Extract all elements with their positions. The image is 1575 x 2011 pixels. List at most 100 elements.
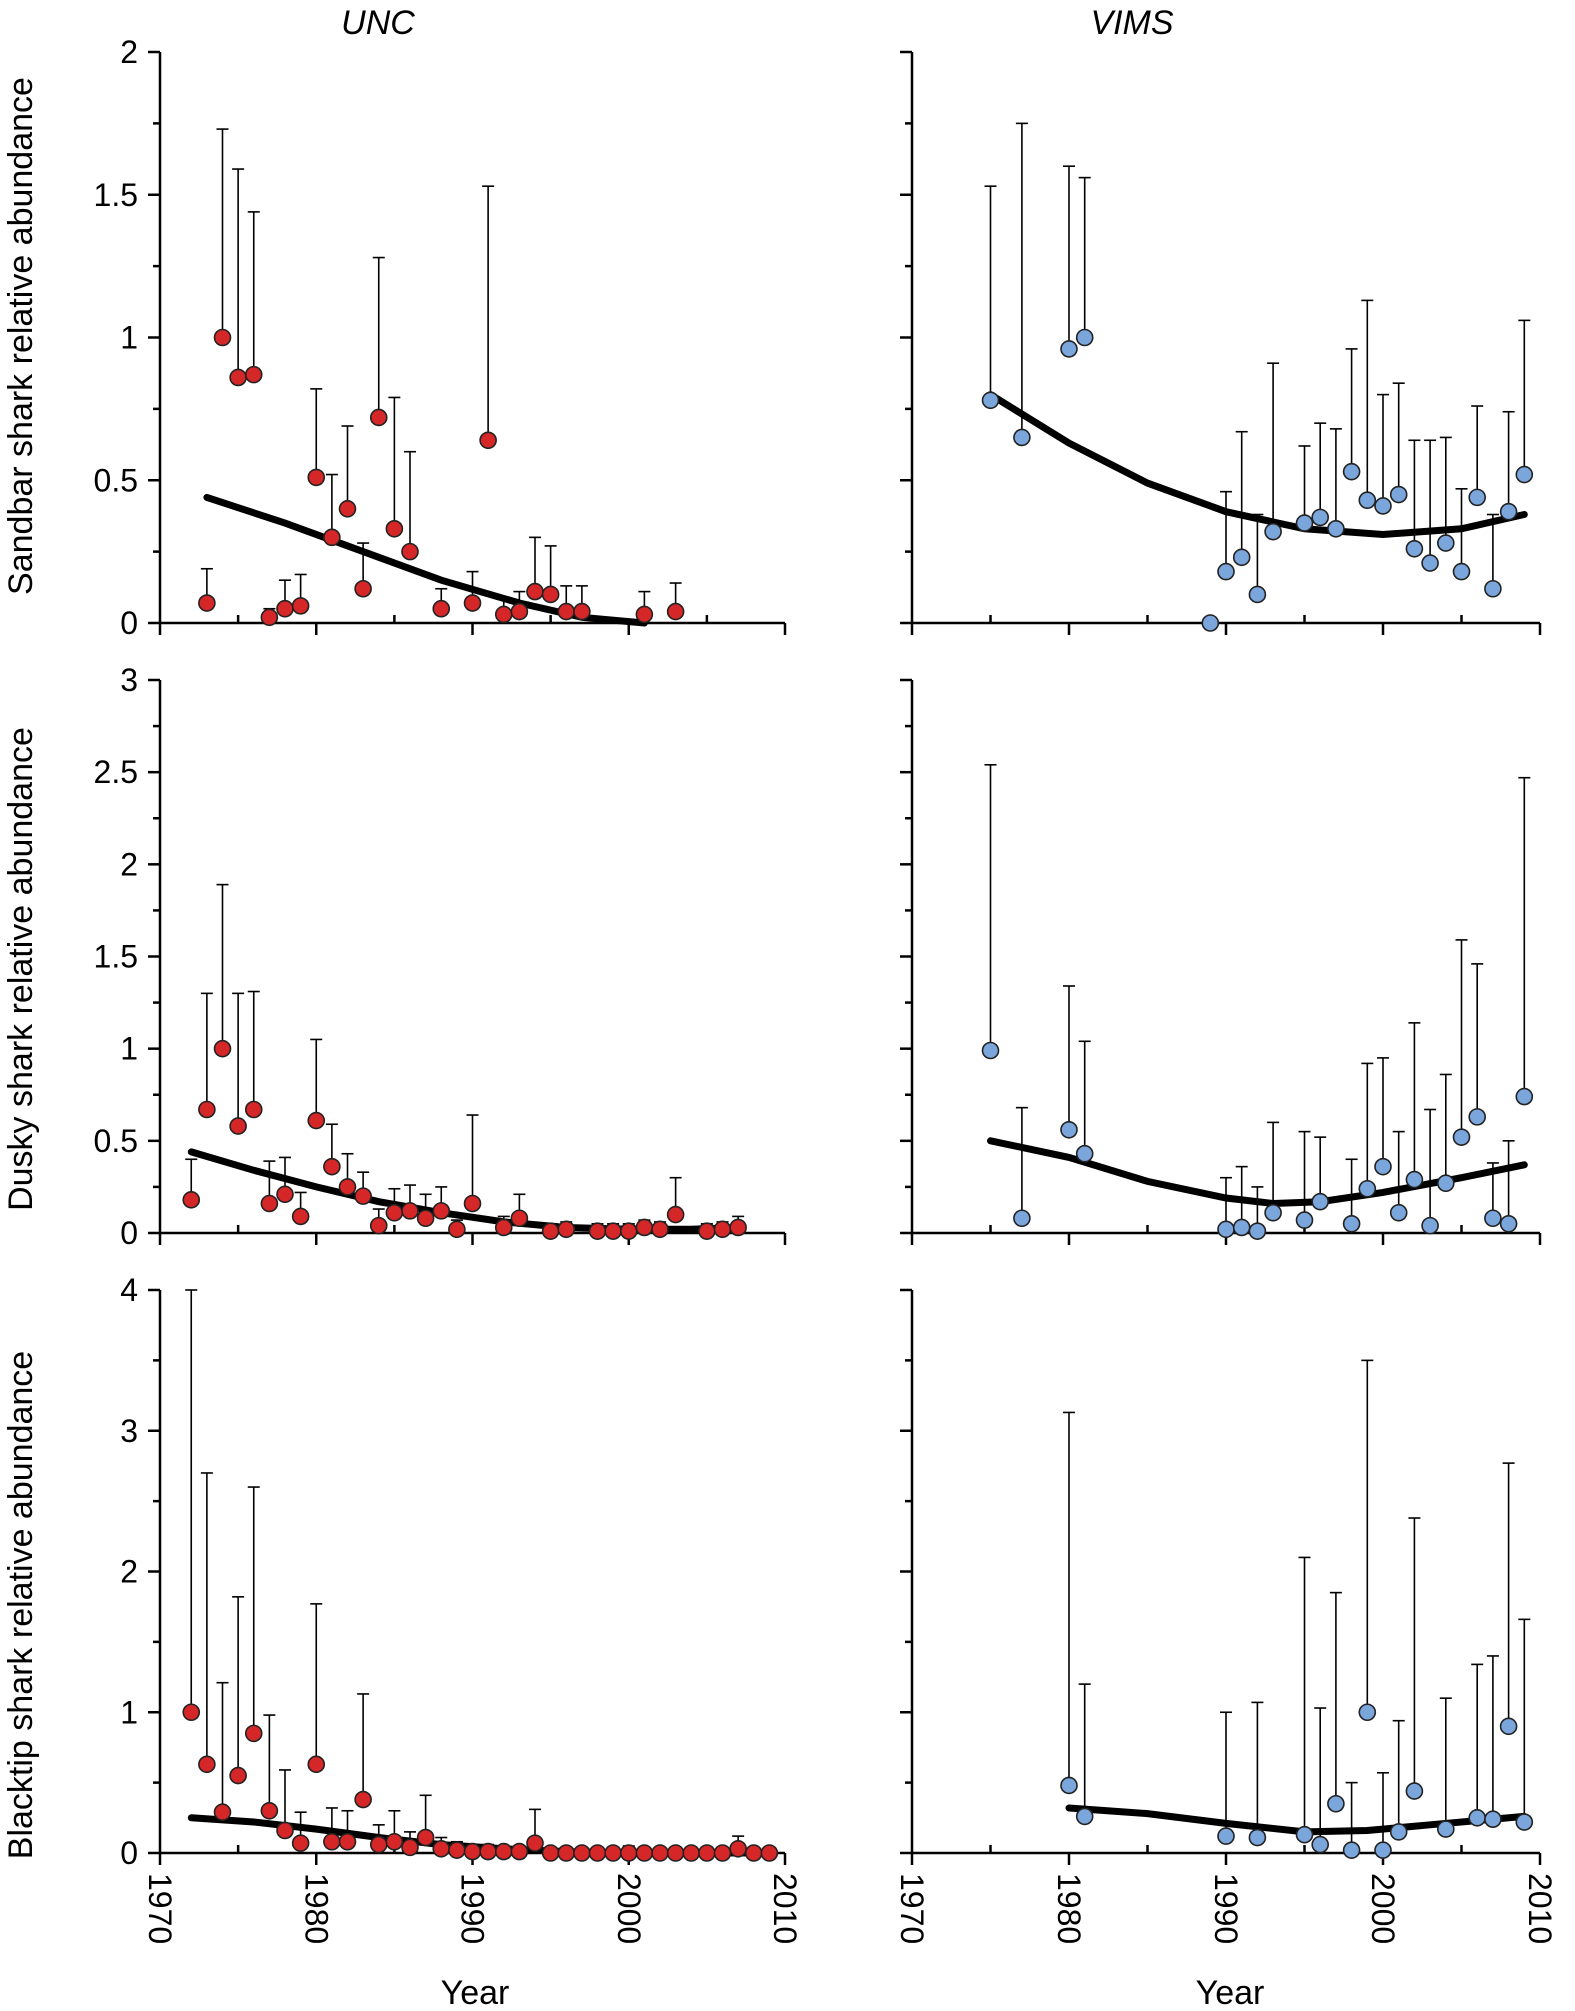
data-point [401,1838,419,1857]
x-tick-label: 1990 [455,1873,491,1944]
data-point [635,605,654,624]
data-point [385,519,404,538]
y-tick-label: 2 [120,846,138,882]
trend-line [1065,1804,1528,1836]
data-point [354,579,372,598]
data-point [651,1220,669,1239]
data-point [244,1100,263,1119]
data-point [713,1220,732,1239]
data-point [510,1209,529,1228]
data-point [1515,1087,1534,1106]
x-tick-label: 1970 [142,1873,178,1944]
data-point [494,1842,513,1861]
data-point [573,602,591,621]
data-point [244,1724,263,1743]
data-point [198,1100,216,1119]
data-point [338,499,357,518]
data-point [463,1194,482,1213]
data-point [213,1803,232,1821]
data-point [479,1842,497,1861]
data-point [1327,519,1345,538]
data-point [1358,1179,1377,1198]
xlabel-vims: Year [1196,1974,1265,2011]
data-point [1248,1222,1267,1240]
y-tick-label: 0.5 [94,462,138,498]
x-tick-label: 2000 [611,1873,647,1944]
panel-blacktip-vims: 1970 1980 1990 2000 2010 [894,1288,1558,1944]
x-tick-label: 2010 [1522,1873,1558,1944]
data-point [1342,462,1361,481]
data-point [448,1841,466,1859]
data-point [1358,1703,1377,1722]
data-point [369,408,388,427]
data-point [588,1844,607,1862]
data-point [432,1202,451,1220]
data-point [1389,1203,1408,1222]
data-point [323,1157,341,1176]
data-point [1421,554,1439,572]
data-point [260,608,279,627]
trend-line [187,1148,742,1233]
data-point [1374,497,1392,515]
y-tick-label: 3 [120,1413,138,1449]
data-point [666,1844,685,1862]
y-tick-label: 0.5 [94,1123,138,1159]
data-point [760,1844,779,1862]
data-point [1013,1209,1031,1228]
data-point [1311,1192,1329,1211]
trend-line [987,1137,1528,1208]
data-point [1327,1794,1345,1813]
data-point [557,1844,576,1862]
panel-dusky-vims [900,678,1542,1245]
data-point [1405,1170,1424,1189]
data-point [432,1839,451,1858]
data-point [229,368,247,387]
data-point [1217,1827,1235,1845]
data-point [1515,465,1534,484]
y-tick-label: 1 [120,1031,138,1067]
data-point [541,1844,560,1862]
data-point [385,1203,404,1222]
data-point [1405,539,1424,558]
data-point [1437,534,1455,552]
data-point [1405,1782,1424,1800]
column-title-vims: VIMS [1090,4,1173,42]
data-point [494,605,513,624]
data-point [651,1844,669,1862]
ylabel-blacktip: Blacktip shark relative abundance [2,1351,40,1859]
data-point [182,1191,201,1209]
data-point [698,1222,716,1240]
data-point [323,528,341,547]
data-point [1060,340,1078,358]
data-point [981,391,1000,410]
data-point [198,1755,216,1774]
data-point [729,1839,747,1858]
data-point [557,1220,576,1239]
data-point [276,1821,294,1840]
data-point [260,1194,279,1213]
data-point [229,1766,247,1785]
data-point [213,1039,232,1058]
y-tick-label: 2.5 [94,754,138,790]
data-point [1484,1209,1502,1228]
data-point [244,365,263,384]
data-point [463,1842,482,1861]
data-point [401,542,419,561]
panel-blacktip-unc: 0 1 2 3 4 1970 1980 1990 2000 2010 [120,1272,803,1944]
data-point [619,1222,638,1240]
data-point [1499,1214,1518,1233]
data-point [604,1222,622,1240]
y-tick-label: 2 [120,1554,138,1590]
data-point [1248,1828,1267,1847]
data-point [1075,328,1094,347]
panel-sandbar-vims [900,50,1542,635]
data-point [1437,1820,1455,1838]
data-point [338,1178,357,1196]
data-point [557,602,576,621]
data-point [1437,1174,1455,1193]
x-tick-label: 1970 [894,1873,930,1944]
y-tick-label: 1.5 [94,939,138,975]
data-point [432,599,451,618]
data-point [635,1844,654,1862]
